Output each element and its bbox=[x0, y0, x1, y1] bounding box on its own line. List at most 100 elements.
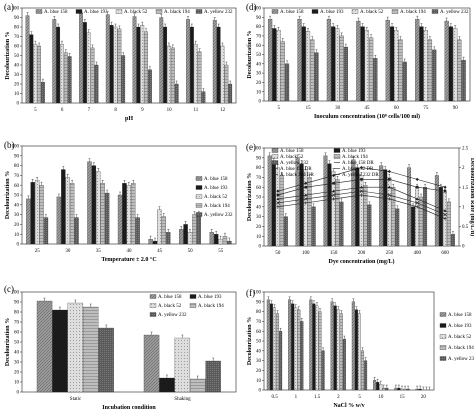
bar bbox=[331, 26, 336, 102]
x-tick-label: 10 bbox=[378, 395, 384, 400]
bar bbox=[117, 194, 123, 245]
bar bbox=[288, 299, 292, 391]
line-point bbox=[443, 209, 447, 212]
x-tick-label: 6 bbox=[61, 108, 64, 113]
legend-swatch bbox=[115, 9, 123, 14]
y-tick-label: 100 bbox=[254, 291, 262, 296]
bar bbox=[189, 26, 194, 104]
x-tick-label: 100 bbox=[302, 251, 310, 256]
bar bbox=[30, 182, 35, 245]
bar bbox=[427, 39, 433, 102]
bar bbox=[423, 30, 428, 102]
x-axis-label: NaCl % w/v bbox=[333, 403, 364, 409]
bar bbox=[406, 388, 410, 391]
bar bbox=[39, 185, 44, 245]
bar bbox=[190, 378, 206, 393]
bar bbox=[143, 334, 160, 393]
y-tick-label: 70 bbox=[256, 35, 262, 40]
x-tick-label: 400 bbox=[413, 251, 421, 256]
bar bbox=[26, 198, 31, 245]
y-tick-label: 10 bbox=[256, 379, 262, 384]
y-axis-label: Decolourization % bbox=[5, 171, 11, 219]
legend-label: A. black 194 bbox=[400, 10, 426, 15]
bar bbox=[161, 216, 166, 245]
bar bbox=[335, 28, 340, 102]
x-tick-label: 15 bbox=[306, 106, 312, 111]
line-point bbox=[276, 189, 280, 193]
chart-f: (f) 0 10 20 30 40 50 60 70 80 90 100 Decolourization… bbox=[246, 288, 474, 409]
y-tick-label: 60 bbox=[256, 330, 262, 335]
y-tick-label: 70 bbox=[14, 35, 20, 40]
bar bbox=[131, 183, 136, 245]
bar bbox=[379, 165, 384, 247]
legend-swatch bbox=[195, 194, 203, 199]
x-tick-label: 45 bbox=[365, 106, 371, 111]
x-tick-label: Shaking bbox=[174, 397, 191, 402]
y-tick-label: 80 bbox=[14, 311, 20, 316]
bar bbox=[382, 387, 386, 391]
bar bbox=[394, 30, 399, 102]
line-point bbox=[387, 169, 391, 174]
bar bbox=[397, 387, 401, 391]
y-tick-label: 0 bbox=[17, 243, 20, 248]
bar bbox=[403, 388, 407, 391]
y-tick-label: 0 bbox=[259, 100, 262, 105]
legend-label: A. blue 193 bbox=[342, 149, 366, 154]
chart-a: (a) 0 10 20 30 40 50 60 70 80 90 100 Decolourization… bbox=[4, 2, 237, 122]
x-axis-label: Incubation condition bbox=[102, 405, 156, 411]
bar bbox=[335, 179, 340, 247]
bar bbox=[351, 301, 355, 391]
legend-swatch bbox=[351, 9, 359, 14]
x-tick-label: 90 bbox=[453, 106, 459, 111]
x-axis-label: Inoculum concentration (10⁸ cells/100 ml… bbox=[314, 113, 420, 120]
y-tick-label: 50 bbox=[14, 194, 20, 199]
bar bbox=[61, 169, 66, 245]
legend-label: A. black 194 DR bbox=[280, 173, 315, 178]
legend-swatch bbox=[271, 148, 279, 153]
legend-label: A. blue 158 bbox=[280, 149, 304, 154]
legend-label: A. black 52 bbox=[204, 195, 228, 200]
legend-label: A. yellow 232 bbox=[448, 357, 474, 362]
legend-label: A. blue 193 bbox=[320, 10, 344, 15]
y-tick-label: 40 bbox=[256, 62, 262, 67]
bar bbox=[67, 56, 72, 104]
bar bbox=[212, 20, 217, 104]
bar bbox=[122, 183, 127, 245]
y-tick-label: 60 bbox=[256, 186, 262, 191]
bar bbox=[279, 331, 283, 391]
bar bbox=[394, 387, 398, 391]
bar bbox=[140, 24, 145, 104]
line-point bbox=[332, 197, 336, 201]
bar bbox=[179, 229, 184, 245]
legend-label: A. yellow 232 bbox=[158, 313, 187, 318]
x-tick-label: 50 bbox=[275, 251, 281, 256]
x-tick-label: 55 bbox=[218, 249, 224, 254]
bar bbox=[209, 232, 214, 245]
bar bbox=[157, 209, 162, 245]
bar bbox=[33, 43, 38, 104]
x-tick-label: 12 bbox=[220, 108, 226, 113]
line-point bbox=[387, 197, 391, 201]
y-tick-label: 80 bbox=[14, 164, 20, 169]
y-tick-label: 30 bbox=[14, 361, 20, 366]
legend-swatch bbox=[35, 9, 43, 14]
bar bbox=[63, 52, 68, 104]
bar bbox=[192, 214, 197, 245]
bar bbox=[354, 309, 358, 391]
y-tick-label: 10 bbox=[14, 92, 20, 97]
bar bbox=[279, 175, 284, 247]
bar bbox=[363, 185, 368, 247]
y-tick-label: 80 bbox=[256, 25, 262, 30]
bar bbox=[444, 20, 449, 102]
bar bbox=[82, 22, 87, 104]
bar bbox=[167, 45, 171, 104]
y-tick-label: 0 bbox=[259, 245, 262, 250]
bar bbox=[389, 26, 395, 102]
bar bbox=[297, 309, 301, 391]
bar bbox=[227, 240, 232, 245]
bar bbox=[163, 26, 168, 104]
x-tick-label: 45 bbox=[157, 249, 163, 254]
bar bbox=[29, 34, 34, 104]
legend-swatch bbox=[271, 9, 279, 14]
bar bbox=[56, 26, 61, 104]
